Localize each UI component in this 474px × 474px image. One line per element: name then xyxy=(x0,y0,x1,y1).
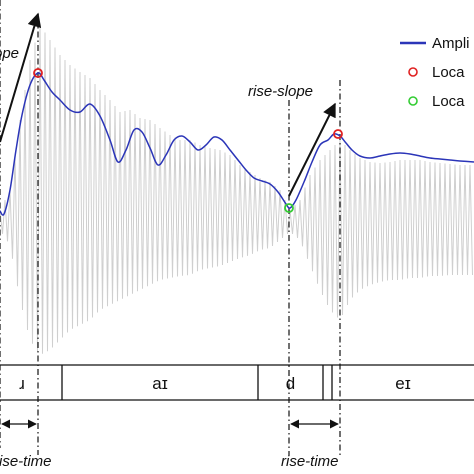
legend-green-circle-swatch xyxy=(408,96,418,106)
phoneme-segment-bar: ɹ aɪ d eɪ xyxy=(0,364,474,401)
location-markers xyxy=(33,68,343,213)
text-annotations: ope rise-slope rise-time rise-time xyxy=(0,45,339,470)
legend-label-amplitude: Ampli xyxy=(432,35,470,52)
rise-slope-arrow-left xyxy=(0,12,42,143)
segment-label-1: aɪ xyxy=(152,374,168,393)
legend-label-location-red: Loca xyxy=(432,64,465,81)
location-marker-2 xyxy=(284,203,294,213)
annotation-text-3: rise-time xyxy=(281,453,339,470)
legend-box xyxy=(392,28,474,128)
waveform-signal xyxy=(0,24,473,354)
annotation-text-0: ope xyxy=(0,45,19,62)
segment-label-0: ɹ xyxy=(19,374,25,393)
rise-slope-arrow-right xyxy=(288,102,336,197)
amplitude-envelope xyxy=(0,72,474,216)
legend-label-location-green: Loca xyxy=(432,93,465,110)
segment-label-2: d xyxy=(286,374,295,393)
legend-red-circle-swatch xyxy=(408,67,418,77)
annotation-arrows xyxy=(0,12,339,429)
annotation-text-2: rise-time xyxy=(0,453,52,470)
waveform-trace xyxy=(0,24,473,354)
location-marker-1 xyxy=(333,129,343,139)
segment-label-3: eɪ xyxy=(395,374,411,393)
legend: Ampli Loca Loca xyxy=(392,28,474,128)
location-marker-0 xyxy=(33,68,43,78)
amplitude-series-line xyxy=(0,72,474,216)
annotation-text-1: rise-slope xyxy=(248,83,313,100)
guide-lines xyxy=(0,0,341,455)
